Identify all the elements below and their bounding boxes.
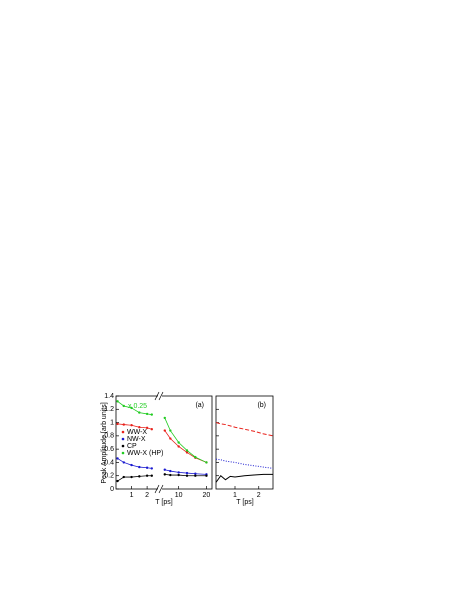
y-tick-label: 0 <box>110 486 114 493</box>
point <box>145 426 149 430</box>
point <box>169 469 172 473</box>
x-tick-label: 2 <box>257 492 261 499</box>
legend-label: WW-X <box>127 429 147 436</box>
point <box>163 429 166 432</box>
point <box>130 463 133 467</box>
point <box>122 475 125 479</box>
point <box>169 473 172 477</box>
point <box>169 437 172 440</box>
x-tick-label: 20 <box>203 492 211 499</box>
point <box>150 428 153 431</box>
panel-label: (b) <box>257 402 266 409</box>
point <box>122 423 125 426</box>
series-line <box>215 422 274 437</box>
point <box>145 466 149 469</box>
point <box>205 474 208 477</box>
point <box>163 468 166 471</box>
legend-label: WW-X (HP) <box>127 450 163 457</box>
x-tick-label: 1 <box>130 492 134 499</box>
legend-marker <box>121 437 125 441</box>
series-line <box>164 430 207 463</box>
y-tick-label: 0.2 <box>104 473 114 480</box>
point <box>185 451 189 454</box>
series-line <box>215 473 273 483</box>
point <box>177 445 180 448</box>
legend-marker <box>121 430 125 434</box>
legend-marker <box>121 444 125 448</box>
point <box>185 449 189 452</box>
y-tick-label: 1.2 <box>104 406 114 413</box>
x-axis-label: T [ps] <box>236 499 253 506</box>
point <box>138 475 141 478</box>
point <box>177 471 180 474</box>
point <box>163 416 166 420</box>
point <box>138 411 141 414</box>
point <box>185 474 189 477</box>
point <box>205 461 208 464</box>
point <box>163 473 166 476</box>
x-tick-label: 1 <box>233 492 237 499</box>
y-tick-label: 0.8 <box>104 433 114 440</box>
series-line <box>215 458 274 469</box>
series-line <box>164 417 207 463</box>
point <box>177 473 180 477</box>
point <box>116 457 119 460</box>
point <box>194 474 197 477</box>
panel-b-frame <box>215 395 274 490</box>
point <box>150 467 153 470</box>
point <box>116 422 119 426</box>
point <box>130 424 133 427</box>
y-tick-label: 0.4 <box>104 459 114 466</box>
point <box>177 441 180 444</box>
point <box>194 455 197 459</box>
point <box>116 400 119 403</box>
point <box>169 429 172 432</box>
legend-marker <box>121 451 125 455</box>
x-tick-label: 2 <box>145 492 149 499</box>
x-tick-label: 10 <box>175 492 183 499</box>
point <box>116 479 119 483</box>
point <box>130 406 133 410</box>
panel-label: (a) <box>195 402 204 409</box>
y-tick-label: 0.6 <box>104 446 114 453</box>
point <box>138 426 141 429</box>
point <box>138 465 141 469</box>
point <box>145 474 149 477</box>
point <box>130 475 133 479</box>
break-marks <box>154 391 164 494</box>
x-axis-label: T [ps] <box>155 499 172 506</box>
legend-label: CP <box>127 443 137 450</box>
y-axis-label: Peak Amplitude [arb units] <box>101 402 108 483</box>
panel-a-frame <box>115 395 213 490</box>
y-tick-label: 1 <box>110 419 114 426</box>
point <box>185 471 189 475</box>
point <box>194 472 197 475</box>
point <box>150 413 153 416</box>
point <box>150 474 153 477</box>
y-tick-label: 1.4 <box>104 393 114 400</box>
point <box>145 412 149 416</box>
point <box>122 404 125 408</box>
axis-break <box>158 393 162 492</box>
legend-label: NW-X <box>127 436 146 443</box>
point <box>122 461 125 464</box>
annotation: x 0.25 <box>128 403 147 410</box>
